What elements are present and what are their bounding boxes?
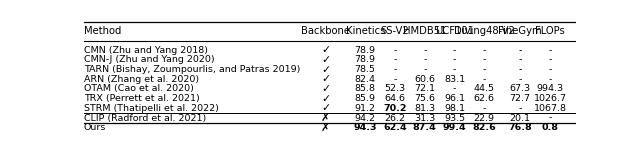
Text: -: -: [518, 55, 522, 64]
Text: 78.5: 78.5: [355, 65, 376, 74]
Text: 64.6: 64.6: [385, 94, 406, 103]
Text: 26.2: 26.2: [385, 114, 406, 123]
Text: -: -: [452, 85, 456, 94]
Text: ✓: ✓: [321, 45, 330, 55]
Text: 62.6: 62.6: [474, 94, 495, 103]
Text: ✓: ✓: [321, 94, 330, 104]
Text: ✓: ✓: [321, 103, 330, 113]
Text: TRX (Perrett et al. 2021): TRX (Perrett et al. 2021): [84, 94, 200, 103]
Text: 52.3: 52.3: [385, 85, 406, 94]
Text: 98.1: 98.1: [444, 104, 465, 113]
Text: 78.9: 78.9: [355, 46, 376, 55]
Text: SS-V2: SS-V2: [381, 26, 410, 36]
Text: 0.8: 0.8: [541, 123, 559, 132]
Text: 20.1: 20.1: [509, 114, 531, 123]
Text: -: -: [393, 75, 397, 84]
Text: 76.8: 76.8: [508, 123, 532, 132]
Text: -: -: [548, 55, 552, 64]
Text: Kinetics: Kinetics: [346, 26, 385, 36]
Text: CMN-J (Zhu and Yang 2020): CMN-J (Zhu and Yang 2020): [84, 55, 214, 64]
Text: STRM (Thatipelli et al. 2022): STRM (Thatipelli et al. 2022): [84, 104, 219, 113]
Text: TARN (Bishay, Zoumpourlis, and Patras 2019): TARN (Bishay, Zoumpourlis, and Patras 20…: [84, 65, 300, 74]
Text: -: -: [518, 46, 522, 55]
Text: UCF101: UCF101: [435, 26, 474, 36]
Text: 72.1: 72.1: [414, 85, 435, 94]
Text: 91.2: 91.2: [355, 104, 376, 113]
Text: 96.1: 96.1: [444, 94, 465, 103]
Text: 85.8: 85.8: [355, 85, 376, 94]
Text: -: -: [452, 65, 456, 74]
Text: ✗: ✗: [321, 123, 330, 133]
Text: OTAM (Cao et al. 2020): OTAM (Cao et al. 2020): [84, 85, 194, 94]
Text: ✓: ✓: [321, 84, 330, 94]
Text: -: -: [518, 104, 522, 113]
Text: ✓: ✓: [321, 55, 330, 65]
Text: 994.3: 994.3: [537, 85, 564, 94]
Text: 67.3: 67.3: [509, 85, 531, 94]
Text: ✓: ✓: [321, 65, 330, 75]
Text: 62.4: 62.4: [383, 123, 407, 132]
Text: -: -: [423, 55, 426, 64]
Text: -: -: [548, 114, 552, 123]
Text: FineGym: FineGym: [498, 26, 542, 36]
Text: -: -: [423, 46, 426, 55]
Text: Ours: Ours: [84, 123, 106, 132]
Text: -: -: [548, 65, 552, 74]
Text: -: -: [548, 75, 552, 84]
Text: 81.3: 81.3: [414, 104, 435, 113]
Text: -: -: [393, 65, 397, 74]
Text: 44.5: 44.5: [474, 85, 495, 94]
Text: 99.4: 99.4: [443, 123, 467, 132]
Text: -: -: [423, 65, 426, 74]
Text: -: -: [483, 46, 486, 55]
Text: 31.3: 31.3: [414, 114, 435, 123]
Text: ✓: ✓: [321, 74, 330, 84]
Text: CMN (Zhu and Yang 2018): CMN (Zhu and Yang 2018): [84, 46, 208, 55]
Text: -: -: [483, 65, 486, 74]
Text: ARN (Zhang et al. 2020): ARN (Zhang et al. 2020): [84, 75, 199, 84]
Text: -: -: [393, 55, 397, 64]
Text: 1026.7: 1026.7: [534, 94, 566, 103]
Text: -: -: [452, 55, 456, 64]
Text: Method: Method: [84, 26, 122, 36]
Text: -: -: [393, 46, 397, 55]
Text: ✗: ✗: [321, 113, 330, 123]
Text: -: -: [483, 75, 486, 84]
Text: 72.7: 72.7: [509, 94, 531, 103]
Text: -: -: [452, 46, 456, 55]
Text: 82.4: 82.4: [355, 75, 376, 84]
Text: 94.2: 94.2: [355, 114, 376, 123]
Text: 93.5: 93.5: [444, 114, 465, 123]
Text: 60.6: 60.6: [414, 75, 435, 84]
Text: 22.9: 22.9: [474, 114, 495, 123]
Text: 1067.8: 1067.8: [534, 104, 566, 113]
Text: Backbone: Backbone: [301, 26, 350, 36]
Text: FLOPs: FLOPs: [535, 26, 565, 36]
Text: 87.4: 87.4: [413, 123, 436, 132]
Text: -: -: [518, 65, 522, 74]
Text: CLIP (Radford et al. 2021): CLIP (Radford et al. 2021): [84, 114, 206, 123]
Text: Diving48-V2: Diving48-V2: [454, 26, 515, 36]
Text: -: -: [548, 46, 552, 55]
Text: 85.9: 85.9: [355, 94, 376, 103]
Text: 83.1: 83.1: [444, 75, 465, 84]
Text: -: -: [483, 104, 486, 113]
Text: 75.6: 75.6: [414, 94, 435, 103]
Text: -: -: [483, 55, 486, 64]
Text: 78.9: 78.9: [355, 55, 376, 64]
Text: 70.2: 70.2: [383, 104, 406, 113]
Text: 82.6: 82.6: [472, 123, 496, 132]
Text: 94.3: 94.3: [353, 123, 377, 132]
Text: -: -: [518, 75, 522, 84]
Text: HMDB51: HMDB51: [403, 26, 447, 36]
